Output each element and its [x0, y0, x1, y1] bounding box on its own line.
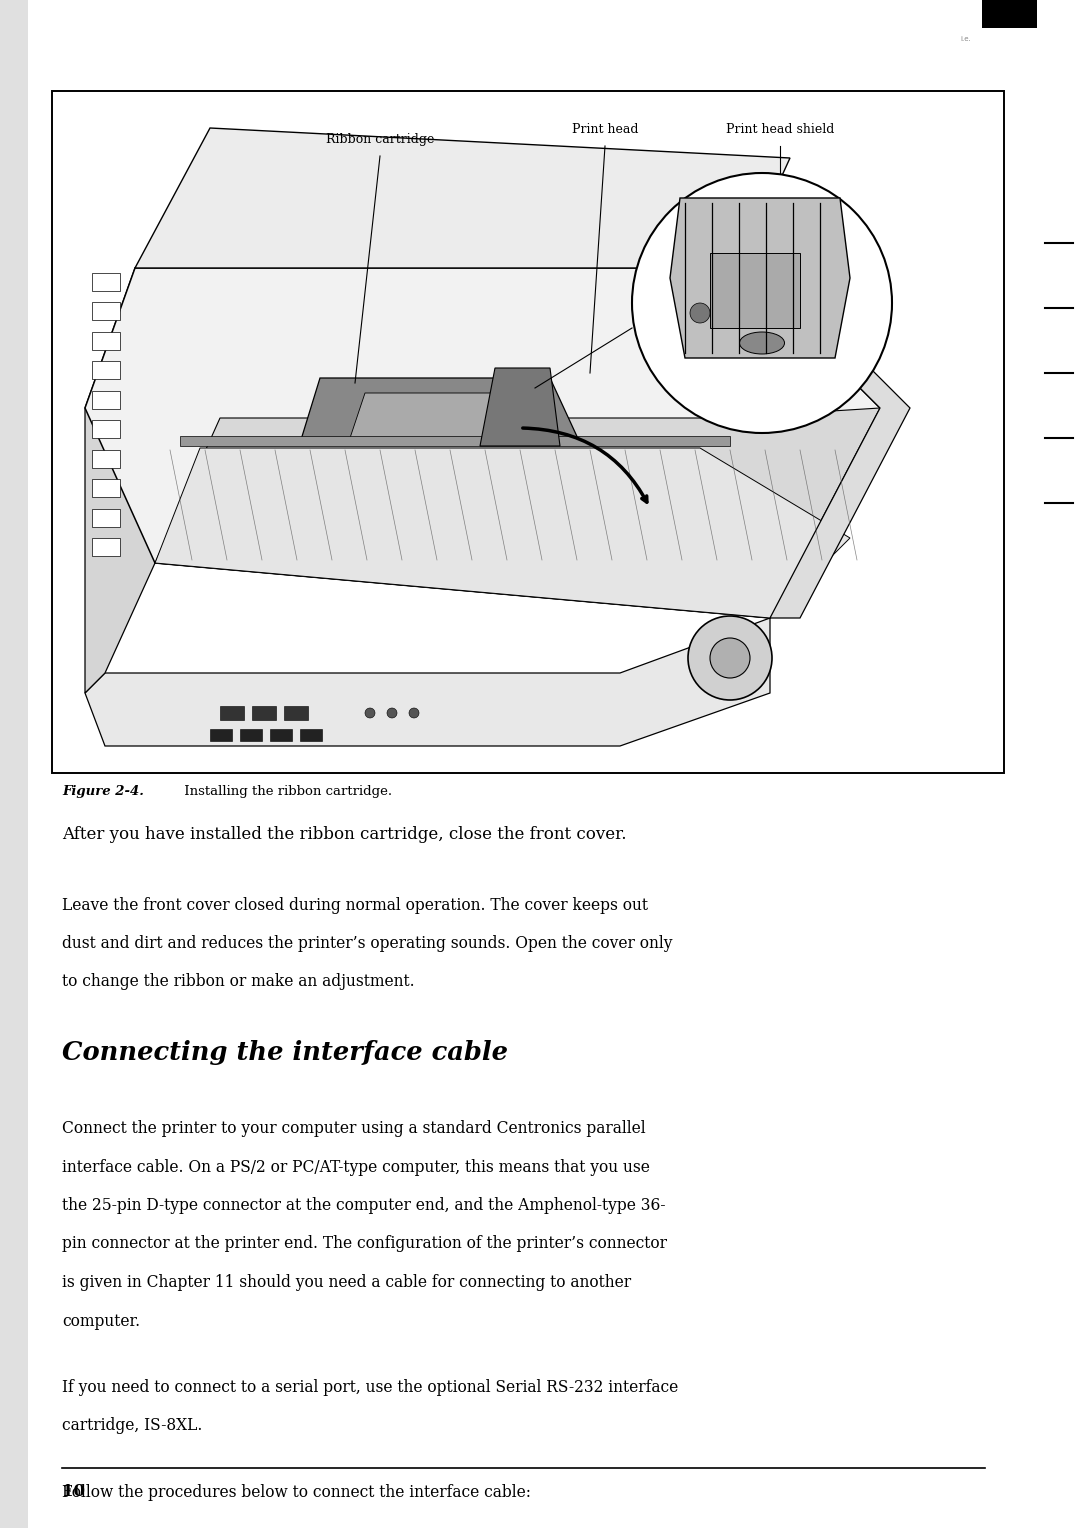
Bar	[92, 538, 120, 556]
Text: After you have installed the ribbon cartridge, close the front cover.: After you have installed the ribbon cart…	[62, 827, 626, 843]
Circle shape	[387, 707, 397, 718]
Text: interface cable. On a PS/2 or PC/AT-type computer, this means that you use: interface cable. On a PS/2 or PC/AT-type…	[62, 1158, 650, 1175]
Bar	[180, 435, 730, 446]
Bar	[92, 478, 120, 497]
Bar	[92, 420, 120, 439]
Circle shape	[690, 303, 710, 322]
Bar	[710, 254, 800, 329]
Polygon shape	[300, 377, 580, 443]
Polygon shape	[350, 393, 540, 439]
Text: dust and dirt and reduces the printer’s operating sounds. Open the cover only: dust and dirt and reduces the printer’s …	[62, 935, 673, 952]
Text: 10: 10	[62, 1484, 85, 1500]
Polygon shape	[740, 267, 910, 617]
Text: If you need to connect to a serial port, use the optional Serial RS-232 interfac: If you need to connect to a serial port,…	[62, 1378, 678, 1397]
Text: Print head: Print head	[571, 122, 638, 136]
Bar	[92, 332, 120, 350]
Text: Follow the procedures below to connect the interface cable:: Follow the procedures below to connect t…	[62, 1484, 531, 1500]
Bar	[0, 0, 28, 1528]
Text: is given in Chapter 11 should you need a cable for connecting to another: is given in Chapter 11 should you need a…	[62, 1274, 631, 1291]
Bar	[284, 706, 308, 720]
Bar	[92, 391, 120, 408]
Bar	[92, 361, 120, 379]
Polygon shape	[85, 267, 880, 617]
Bar	[982, 0, 1037, 28]
Polygon shape	[156, 448, 850, 617]
Polygon shape	[670, 199, 850, 358]
Text: Figure 2-4.: Figure 2-4.	[62, 785, 144, 798]
Circle shape	[365, 707, 375, 718]
Polygon shape	[135, 128, 789, 267]
Text: Print head shield: Print head shield	[726, 122, 834, 136]
Bar	[52, 92, 1004, 773]
Bar	[210, 729, 232, 741]
Text: pin connector at the printer end. The configuration of the printer’s connector: pin connector at the printer end. The co…	[62, 1236, 667, 1253]
Bar	[300, 729, 322, 741]
Ellipse shape	[740, 332, 784, 354]
Bar	[240, 729, 262, 741]
Polygon shape	[156, 408, 880, 617]
Bar	[92, 303, 120, 319]
Text: Connect the printer to your computer using a standard Centronics parallel: Connect the printer to your computer usi…	[62, 1120, 646, 1137]
Text: the 25-pin D-type connector at the computer end, and the Amphenol-type 36-: the 25-pin D-type connector at the compu…	[62, 1196, 665, 1215]
Bar	[270, 729, 292, 741]
Circle shape	[632, 173, 892, 432]
Polygon shape	[480, 368, 561, 446]
Bar	[92, 272, 120, 290]
Text: cartridge, IS-8XL.: cartridge, IS-8XL.	[62, 1418, 202, 1435]
Circle shape	[409, 707, 419, 718]
Text: Leave the front cover closed during normal operation. The cover keeps out: Leave the front cover closed during norm…	[62, 897, 648, 914]
Text: computer.: computer.	[62, 1313, 140, 1329]
Bar	[220, 706, 244, 720]
Text: i.e.: i.e.	[960, 37, 971, 41]
Polygon shape	[85, 617, 770, 746]
Bar	[92, 449, 120, 468]
Bar	[92, 509, 120, 527]
Text: Connecting the interface cable: Connecting the interface cable	[62, 1041, 508, 1065]
Text: Installing the ribbon cartridge.: Installing the ribbon cartridge.	[180, 785, 392, 798]
Polygon shape	[85, 267, 156, 694]
Text: Ribbon cartridge: Ribbon cartridge	[326, 133, 434, 147]
Circle shape	[710, 639, 750, 678]
Bar	[252, 706, 276, 720]
Text: to change the ribbon or make an adjustment.: to change the ribbon or make an adjustme…	[62, 973, 415, 990]
Circle shape	[688, 616, 772, 700]
